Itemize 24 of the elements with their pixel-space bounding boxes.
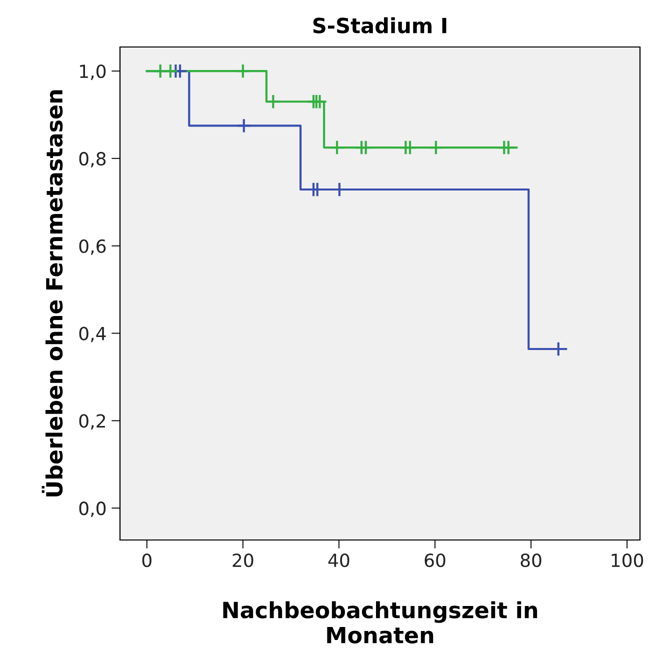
x-tick-label: 20 <box>232 554 254 568</box>
y-tick-label: 1,0 <box>80 64 106 80</box>
point <box>358 140 374 156</box>
y-tick-label: 0,4 <box>79 326 106 342</box>
point <box>235 63 251 79</box>
point <box>402 140 418 156</box>
x-tick-label: 80 <box>520 554 542 568</box>
point <box>266 94 281 110</box>
y-tick-label: 0,2 <box>79 414 105 430</box>
point <box>236 118 252 134</box>
y-tick-label: 0,8 <box>79 152 106 168</box>
point <box>500 140 516 156</box>
point <box>162 63 178 79</box>
x-tick-label: 40 <box>328 554 350 568</box>
point <box>329 140 345 156</box>
y-tick-label: 0,0 <box>79 502 106 518</box>
x-tick-label: 100 <box>612 554 644 568</box>
point <box>428 140 444 156</box>
chart-title: S-Stadium I <box>313 17 446 34</box>
x-tick-label: 60 <box>424 554 446 568</box>
x-axis-title: Nachbeobachtungszeit in Monaten <box>223 601 538 644</box>
x-tick-label: 0 <box>142 554 152 568</box>
y-axis-title: Überleben ohne Fernmetastasen <box>42 90 63 496</box>
y-tick-label: 0,6 <box>79 239 106 255</box>
